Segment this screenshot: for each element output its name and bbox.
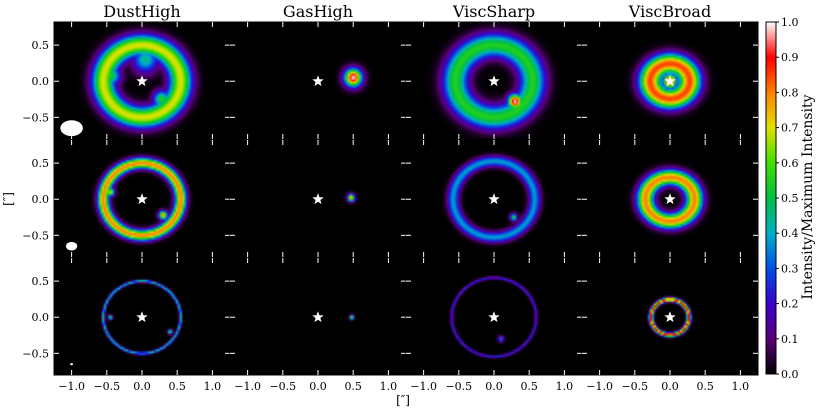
panel-gashigh-row3 [229,257,407,376]
star-marker-icon [312,75,324,87]
y-tick-label: 0.0 [32,75,50,88]
x-tick-label: 0.5 [696,380,714,393]
x-axis-ticks: −1.0 −0.5 0.0 0.5 1.0 −1.0 −0.5 0.0 0.5 1.0 −1.0 −0… [58,380,749,393]
beam-ellipse [60,120,83,137]
y-tick-label: 0.0 [32,311,50,324]
x-tick-label: 0.5 [344,380,362,393]
colorbar-tick-label: 0.9 [781,51,799,64]
x-tick-label: 0.0 [133,380,151,393]
colorbar-tick-label: 0.1 [781,333,799,346]
y-tick-label: 0.0 [32,193,50,206]
star-marker-icon [488,311,500,323]
panel-viscsharp-row2 [405,139,583,258]
star-marker-icon [312,193,324,205]
colorbar: 0.0 0.1 0.2 0.3 0.4 0.5 0.6 0.7 0.8 0.9 1.0 [765,16,799,381]
beam-ellipse [70,363,74,366]
x-tick-label: 0.5 [520,380,538,393]
star-marker-icon [488,193,500,205]
y-tick-label: −0.5 [22,347,49,360]
panel-viscbroad-row2 [581,139,759,258]
column-title: ViscSharp [452,2,535,21]
y-tick-label: −0.5 [22,111,49,124]
star-marker-icon [488,75,500,87]
x-tick-label: 0.5 [168,380,186,393]
x-tick-label: 0.0 [485,380,503,393]
x-tick-label: −1.0 [58,380,85,393]
panel-dusthigh-row2 [53,139,231,258]
x-tick-label: −1.0 [234,380,261,393]
y-tick-label: 0.5 [32,39,50,52]
colorbar-tick-label: 0.0 [781,368,799,381]
x-tick-label: −0.5 [269,380,296,393]
star-marker-icon [664,311,676,323]
x-tick-label: −0.5 [621,380,648,393]
x-tick-label: 0.0 [661,380,679,393]
x-tick-label: 0.0 [309,380,327,393]
star-marker-icon [664,193,676,205]
y-axis-ticks: 0.5 0.0 −0.5 0.5 0.0 −0.5 0.5 0.0 −0.5 [22,39,49,360]
column-titles: DustHigh GasHigh ViscSharp ViscBroad [103,2,711,21]
x-tick-label: −0.5 [93,380,120,393]
panel-viscsharp-row1 [405,21,583,140]
beam-ellipse [65,241,78,251]
x-tick-label: −0.5 [445,380,472,393]
colorbar-tick-label: 0.6 [781,157,799,170]
panel-gashigh-row2 [229,139,407,258]
column-title: ViscBroad [628,2,711,21]
star-marker-icon [664,75,676,87]
y-tick-label: 0.5 [32,275,50,288]
colorbar-tick-label: 0.4 [781,227,799,240]
colorbar-tick-label: 1.0 [781,16,799,29]
y-tick-label: 0.5 [32,157,50,170]
y-axis-label: [″] [1,192,15,206]
panel-grid [53,21,759,376]
star-marker-icon [136,311,148,323]
colorbar-tick-label: 0.8 [781,86,799,99]
panel-viscsharp-row3 [405,257,583,376]
x-tick-label: 1.0 [556,380,574,393]
column-title: DustHigh [103,2,180,21]
panel-dusthigh-row3 [53,257,231,376]
y-tick-label: −0.5 [22,229,49,242]
x-tick-label: −1.0 [586,380,613,393]
star-marker-icon [136,193,148,205]
x-tick-label: 1.0 [204,380,222,393]
x-tick-label: 1.0 [380,380,398,393]
x-tick-label: 1.0 [732,380,750,393]
star-marker-icon [312,311,324,323]
colorbar-tick-label: 0.5 [781,192,799,205]
panel-viscbroad-row1 [581,21,759,140]
column-title: GasHigh [283,2,353,21]
colorbar-gradient [765,21,777,375]
x-axis-label: [″] [396,393,410,407]
colorbar-label: Intensity/Maximum Intensity [800,94,816,299]
x-tick-label: −1.0 [410,380,437,393]
panel-gashigh-row1 [229,21,407,140]
colorbar-tick-label: 0.3 [781,262,799,275]
star-marker-icon [136,75,148,87]
panel-dusthigh-row1 [53,21,231,140]
panel-viscbroad-row3 [581,257,759,376]
colorbar-tick-label: 0.2 [781,298,799,311]
colorbar-tick-label: 0.7 [781,122,799,135]
